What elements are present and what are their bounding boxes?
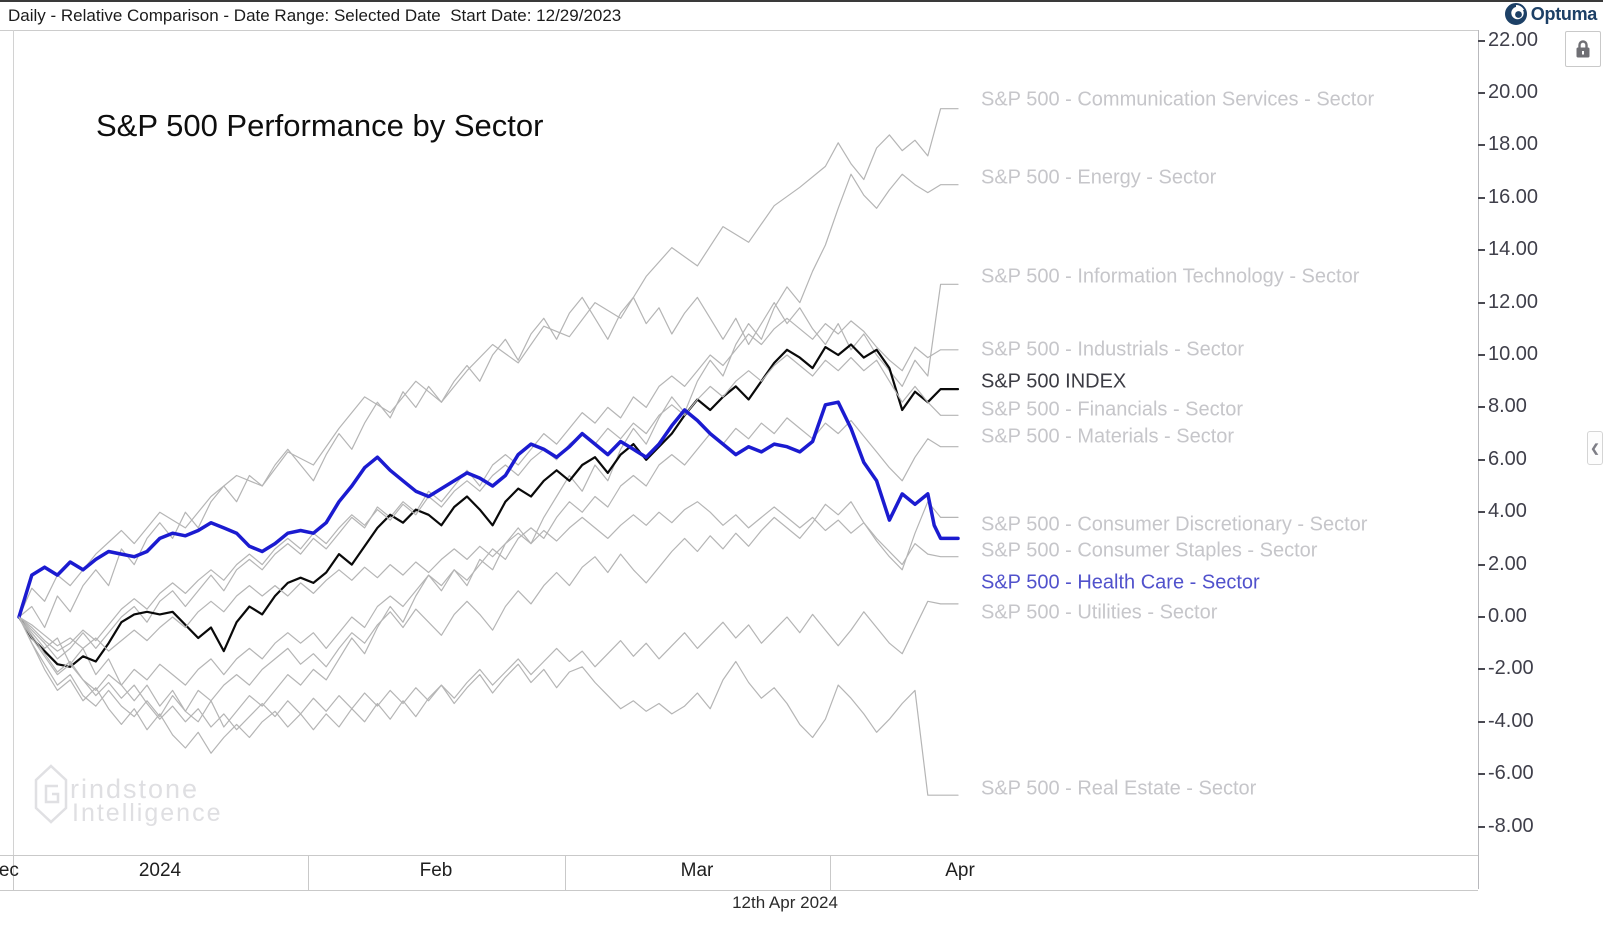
- series-line-real-estate[interactable]: [18, 616, 959, 796]
- series-line-financials[interactable]: [18, 354, 959, 652]
- y-tick-label: 12.00: [1488, 290, 1539, 313]
- grindstone-watermark: rindstone Intelligence: [34, 758, 294, 828]
- y-tick-mark: [1478, 144, 1485, 147]
- optuma-brand-text: Optuma: [1530, 3, 1598, 24]
- window-top-edge: [0, 0, 1603, 2]
- watermark-line2: Intelligence: [72, 799, 223, 827]
- month-label-feb: Feb: [419, 860, 453, 881]
- series-line-information-technology[interactable]: [18, 283, 959, 629]
- panel-collapse-button[interactable]: ❮: [1587, 431, 1603, 465]
- y-tick-label: 14.00: [1488, 238, 1539, 261]
- y-tick-label: 16.00: [1488, 185, 1539, 208]
- series-line-utilities[interactable]: [18, 600, 959, 731]
- series-line-consumer-discretionary[interactable]: [18, 501, 959, 718]
- series-line-health-care[interactable]: [17, 400, 960, 619]
- y-tick-mark: [1478, 668, 1485, 671]
- y-tick-label: -8.00: [1488, 814, 1534, 837]
- watermark-line1: rindstone: [70, 774, 200, 804]
- month-label-dec: Dec: [0, 860, 19, 881]
- series-label-financials[interactable]: S&P 500 - Financials - Sector: [981, 398, 1243, 421]
- series-line-communication-services[interactable]: [18, 108, 959, 618]
- y-tick-label: 20.00: [1488, 81, 1539, 103]
- plot-top-border: [0, 30, 1478, 31]
- series-label-consumer-staples[interactable]: S&P 500 - Consumer Staples - Sector: [981, 539, 1318, 562]
- y-tick-label: -2.00: [1488, 657, 1534, 680]
- optuma-logo-icon: [1504, 3, 1527, 25]
- y-tick-mark: [1478, 720, 1485, 723]
- last-date-label: 12th Apr 2024: [732, 893, 838, 912]
- y-tick-mark: [1478, 301, 1485, 304]
- month-separator: [565, 856, 566, 890]
- series-label-consumer-discretionary[interactable]: S&P 500 - Consumer Discretionary - Secto…: [981, 513, 1368, 536]
- month-separator: [308, 856, 309, 890]
- series-label-materials[interactable]: S&P 500 - Materials - Sector: [981, 425, 1235, 448]
- optuma-logo: Optuma: [1504, 3, 1598, 25]
- month-label-2024: 2024: [138, 860, 182, 881]
- month-separator: [830, 856, 831, 890]
- series-label-utilities[interactable]: S&P 500 - Utilities - Sector: [981, 601, 1218, 624]
- series-label-information-technology[interactable]: S&P 500 - Information Technology - Secto…: [981, 265, 1360, 288]
- y-tick-label: 6.00: [1488, 447, 1527, 470]
- chart-title: S&P 500 Performance by Sector: [96, 108, 544, 143]
- y-tick-label: -4.00: [1488, 709, 1534, 732]
- y-tick-mark: [1478, 773, 1485, 776]
- y-tick-mark: [1478, 825, 1485, 828]
- chart-header-bar: Daily - Relative Comparison - Date Range…: [0, 2, 1603, 30]
- lock-icon: [1573, 39, 1593, 59]
- y-tick-label: 10.00: [1488, 343, 1539, 365]
- series-label-health-care[interactable]: S&P 500 - Health Care - Sector: [981, 571, 1260, 594]
- y-tick-label: 18.00: [1488, 133, 1539, 156]
- chevron-left-icon: ❮: [1590, 442, 1600, 455]
- y-tick-mark: [1478, 249, 1485, 252]
- series-line-energy[interactable]: [18, 173, 959, 728]
- series-label-energy[interactable]: S&P 500 - Energy - Sector: [981, 166, 1217, 189]
- month-separator: [13, 856, 14, 890]
- y-tick-label: -6.00: [1488, 762, 1534, 785]
- series-line-sp500-index[interactable]: [17, 343, 960, 668]
- y-tick-mark: [1478, 92, 1485, 94]
- y-tick-label: 2.00: [1488, 552, 1527, 575]
- series-label-sp500-index[interactable]: S&P 500 INDEX: [981, 370, 1127, 393]
- y-tick-mark: [1478, 458, 1485, 461]
- y-tick-mark: [1478, 406, 1485, 409]
- series-label-communication-services[interactable]: S&P 500 - Communication Services - Secto…: [981, 88, 1375, 111]
- y-tick-mark: [1478, 511, 1485, 514]
- y-tick-mark: [1478, 196, 1485, 199]
- series-line-materials[interactable]: [18, 417, 959, 692]
- time-axis[interactable]: Dec 2024 Feb Mar Apr: [0, 855, 1478, 891]
- grindstone-hexagon-icon: [34, 764, 68, 829]
- chart-settings-summary: Daily - Relative Comparison - Date Range…: [8, 6, 622, 25]
- y-tick-label: 8.00: [1488, 395, 1527, 418]
- series-label-real-estate[interactable]: S&P 500 - Real Estate - Sector: [981, 777, 1257, 800]
- plot-left-border: [13, 30, 14, 855]
- series-label-industrials[interactable]: S&P 500 - Industrials - Sector: [981, 338, 1245, 361]
- y-tick-label: 22.00: [1488, 28, 1539, 51]
- month-label-mar: Mar: [680, 860, 714, 881]
- month-label-apr: Apr: [945, 860, 975, 881]
- series-line-consumer-staples[interactable]: [18, 501, 959, 652]
- y-tick-label: 4.00: [1488, 500, 1527, 523]
- y-tick-label: 0.00: [1488, 605, 1527, 627]
- y-tick-mark: [1478, 563, 1485, 566]
- y-tick-mark: [1478, 354, 1485, 356]
- y-tick-mark: [1478, 616, 1485, 618]
- y-tick-mark: [1478, 39, 1485, 42]
- axis-lock-button[interactable]: [1565, 31, 1601, 67]
- series-line-industrials[interactable]: [18, 317, 959, 660]
